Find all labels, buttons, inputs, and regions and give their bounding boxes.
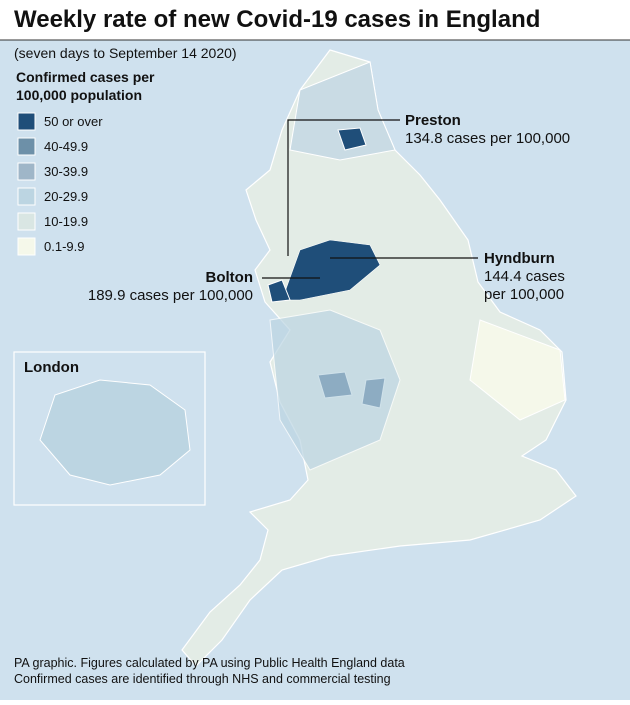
legend-label: 30-39.9: [44, 164, 88, 179]
title: Weekly rate of new Covid-19 cases in Eng…: [14, 6, 540, 33]
legend-swatch: [17, 112, 36, 131]
annotation-name: Bolton: [206, 269, 253, 286]
inset-label: London: [24, 359, 79, 376]
footer-line: PA graphic. Figures calculated by PA usi…: [14, 656, 405, 670]
region-north: [289, 61, 396, 161]
annotation-name: Preston: [405, 112, 461, 129]
legend-title: 100,000 population: [16, 87, 142, 103]
inset-frame: [13, 351, 206, 506]
region-midlands: [269, 309, 401, 471]
annotation-detail: 144.4 cases: [484, 268, 565, 285]
legend-label: 0.1-9.9: [44, 239, 84, 254]
annotation-detail: 134.8 cases per 100,000: [405, 130, 570, 147]
legend-swatch: [17, 162, 36, 181]
footer-line: Confirmed cases are identified through N…: [14, 672, 391, 686]
legend: Confirmed cases per 100,000 population 5…: [16, 69, 155, 256]
title-band: [0, 0, 630, 40]
annotation-detail: 189.9 cases per 100,000: [88, 287, 253, 304]
legend-swatch: [17, 137, 36, 156]
legend-title: Confirmed cases per: [16, 69, 155, 85]
legend-swatch: [17, 187, 36, 206]
legend-label: 10-19.9: [44, 214, 88, 229]
region-east-anglia: [469, 319, 566, 421]
region-lancashire-high: [281, 239, 381, 301]
region-north-east-high: [337, 127, 367, 151]
legend-label: 50 or over: [44, 114, 103, 129]
annotation-detail: per 100,000: [484, 286, 564, 303]
legend-swatch: [17, 212, 36, 231]
subtitle: (seven days to September 14 2020): [14, 45, 237, 61]
legend-label: 40-49.9: [44, 139, 88, 154]
inset-london-map: [39, 379, 191, 486]
legend-label: 20-29.9: [44, 189, 88, 204]
annotation-name: Hyndburn: [484, 250, 555, 267]
legend-swatch: [17, 237, 36, 256]
preston-leader: [287, 119, 400, 256]
region-bolton: [267, 279, 291, 303]
